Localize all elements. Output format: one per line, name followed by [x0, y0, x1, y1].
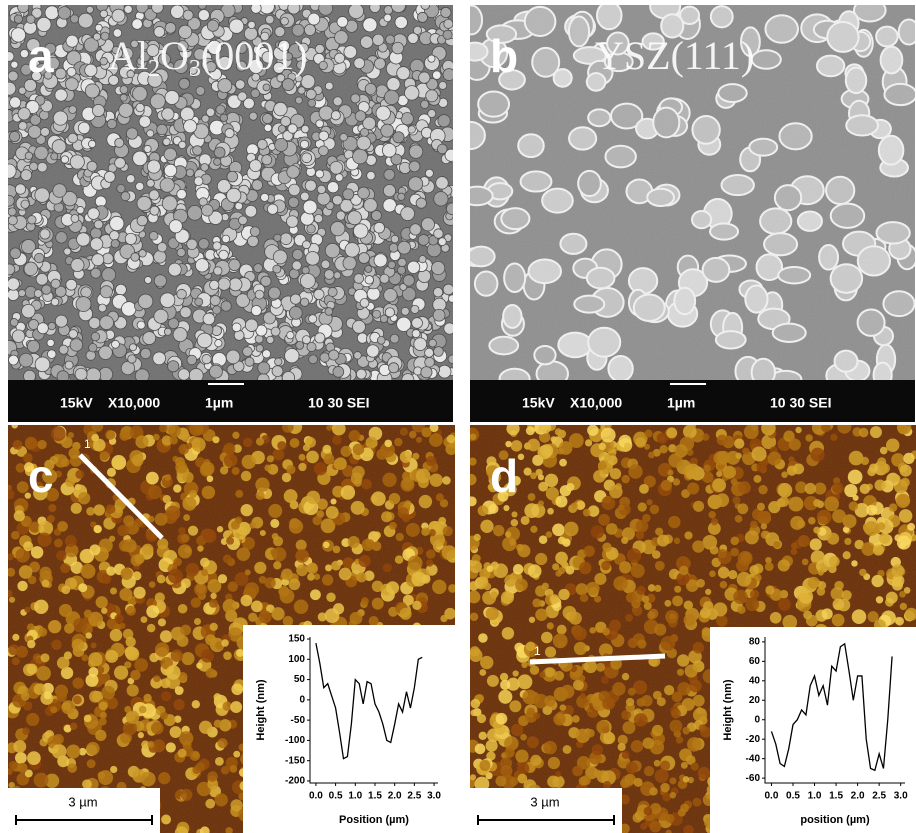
info-text: 10 30 SEI — [770, 395, 832, 411]
title-part: YSZ(111) — [595, 33, 754, 78]
info-text: 1µm — [667, 395, 695, 411]
y-tick-label: 0 — [754, 714, 760, 725]
title-part: 3 — [189, 56, 201, 82]
x-tick-label: 0.0 — [309, 791, 323, 802]
y-tick-label: -40 — [746, 753, 761, 764]
inset-box — [243, 625, 455, 833]
y-tick-label: 100 — [288, 654, 305, 665]
y-tick-label: 20 — [749, 695, 761, 706]
y-tick-label: -100 — [285, 735, 305, 746]
info-text: 10 30 SEI — [308, 395, 370, 411]
title-part: 2 — [148, 56, 160, 82]
x-tick-label: 3.0 — [894, 791, 908, 802]
x-tick-label: 0.0 — [765, 791, 779, 802]
x-tick-label: 1.0 — [348, 791, 362, 802]
x-tick-label: 2.0 — [851, 791, 865, 802]
info-text: 1µm — [205, 395, 233, 411]
title-part: O — [160, 33, 189, 78]
y-tick-label: 40 — [749, 675, 761, 686]
profile-marker: 1 — [84, 437, 91, 451]
scale-label: 3 µm — [68, 794, 97, 809]
x-tick-label: 3.0 — [427, 791, 441, 802]
panel-title: YSZ(111) — [595, 33, 754, 78]
y-tick-label: -50 — [291, 715, 306, 726]
x-tick-label: 2.5 — [407, 791, 421, 802]
y-tick-label: 50 — [294, 674, 306, 685]
x-tick-label: 2.0 — [388, 791, 402, 802]
x-tick-label: 1.5 — [829, 791, 843, 802]
y-tick-label: -60 — [746, 773, 761, 784]
panel-label: a — [28, 30, 54, 82]
scale-label: 3 µm — [530, 794, 559, 809]
y-tick-label: -20 — [746, 734, 761, 745]
y-axis-label: Height (nm) — [722, 679, 734, 740]
info-text: X10,000 — [570, 395, 622, 411]
x-tick-label: 0.5 — [329, 791, 343, 802]
y-tick-label: -150 — [285, 755, 305, 766]
title-part: Al — [108, 33, 148, 78]
profile-marker: 1 — [534, 644, 541, 658]
figure: a Al2O3(0001) 15kV X10,000 1µm 10 30 SEI b YSZ(… — [0, 0, 916, 833]
y-tick-label: 0 — [299, 695, 305, 706]
x-axis-label: position (µm) — [800, 814, 870, 826]
y-tick-label: 80 — [749, 637, 761, 648]
panel-label: d — [490, 450, 518, 502]
x-tick-label: 1.0 — [808, 791, 822, 802]
info-text: 15kV — [522, 395, 555, 411]
title-part: (0001) — [201, 33, 308, 78]
inset-box — [710, 627, 916, 833]
y-tick-label: 150 — [288, 634, 305, 645]
x-tick-label: 1.5 — [368, 791, 382, 802]
panel-label: b — [490, 30, 518, 82]
panel-title: Al2O3(0001) — [108, 33, 308, 81]
x-tick-label: 2.5 — [872, 791, 886, 802]
y-tick-label: -200 — [285, 776, 305, 787]
y-axis-label: Height (nm) — [255, 679, 267, 740]
x-axis-label: Position (µm) — [339, 814, 409, 826]
info-text: 15kV — [60, 395, 93, 411]
y-tick-label: 60 — [749, 656, 761, 667]
panel-label: c — [28, 450, 54, 502]
info-text: X10,000 — [108, 395, 160, 411]
x-tick-label: 0.5 — [786, 791, 800, 802]
